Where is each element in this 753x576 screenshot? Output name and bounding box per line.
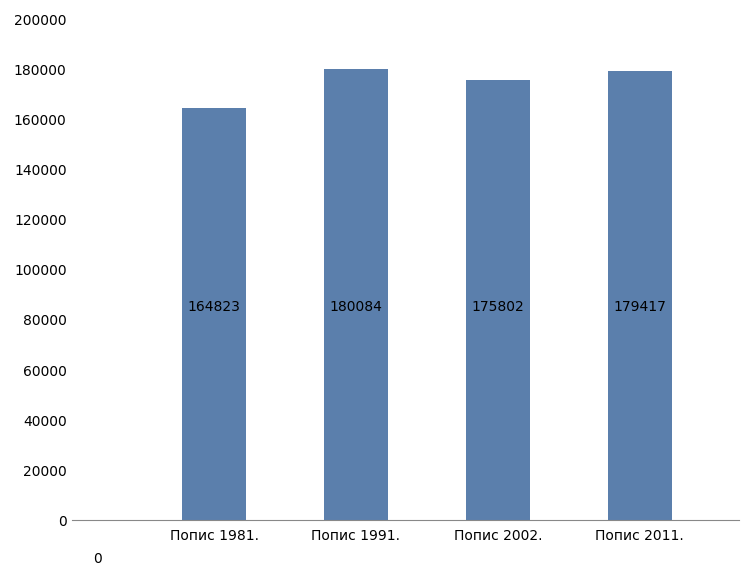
Bar [466, 80, 530, 520]
Text: 179417: 179417 [614, 301, 666, 314]
Text: 180084: 180084 [330, 301, 383, 314]
Text: 175802: 175802 [471, 301, 524, 314]
Bar [182, 108, 246, 520]
Text: 164823: 164823 [187, 301, 240, 314]
Bar [608, 71, 672, 520]
Text: 0: 0 [93, 552, 102, 566]
Bar [324, 69, 388, 520]
